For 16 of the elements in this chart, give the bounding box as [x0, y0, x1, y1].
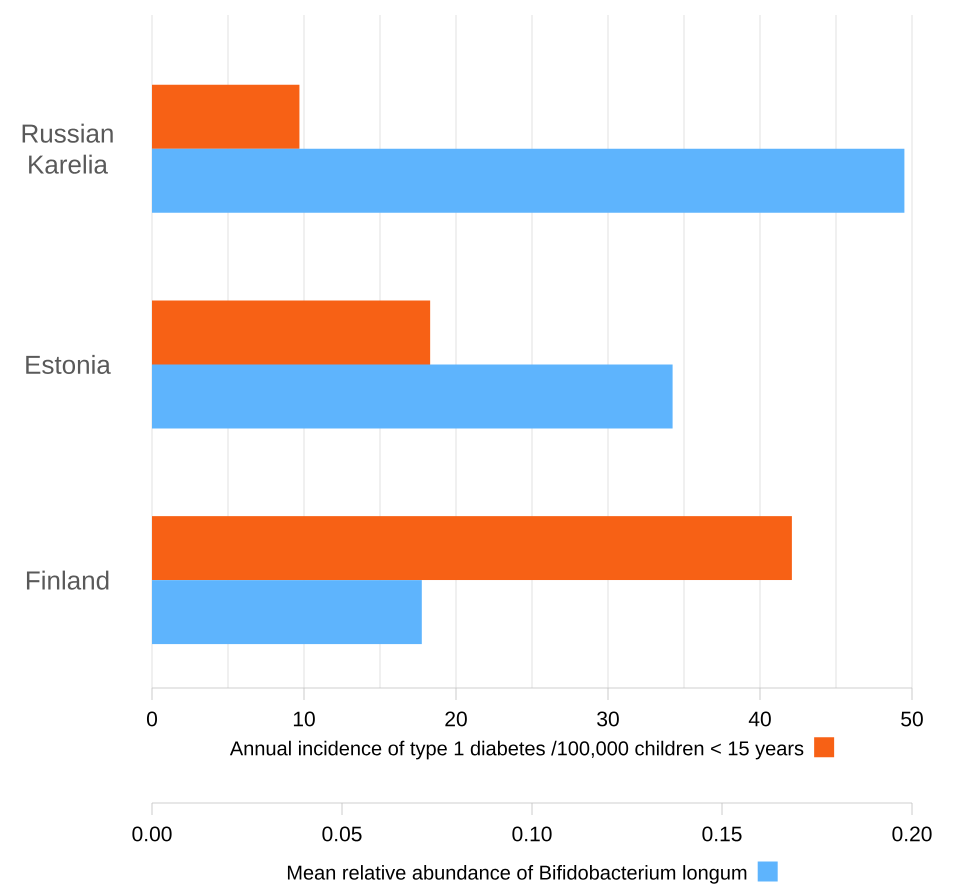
y-tick-label: Finland — [26, 570, 108, 590]
y-tick-label: Russian Karelia — [22, 124, 113, 174]
x-tick-label: 20 — [445, 712, 467, 726]
y-tick-label: Estonia — [26, 354, 111, 374]
x2-axis-title: Mean relative abundance of Bifidobacterium longum — [288, 865, 746, 884]
x-tick-label: 30 — [597, 712, 619, 726]
x2-tick-label: 0.20 — [892, 826, 932, 842]
x2-tick-label: 0.05 — [322, 826, 362, 842]
x-axis-title: Annual incidence of type 1 diabetes /100,000 children < 15 years — [230, 740, 804, 760]
x-tick-label: 0 — [146, 712, 158, 726]
x-tick-label: 50 — [901, 712, 923, 726]
x-tick-label: 10 — [294, 712, 315, 726]
x2-tick-label: 0.15 — [702, 826, 742, 842]
x2-tick-label: 0.10 — [512, 826, 552, 842]
x-tick-label: 40 — [748, 712, 771, 726]
x2-tick-label: 0.00 — [132, 826, 172, 842]
